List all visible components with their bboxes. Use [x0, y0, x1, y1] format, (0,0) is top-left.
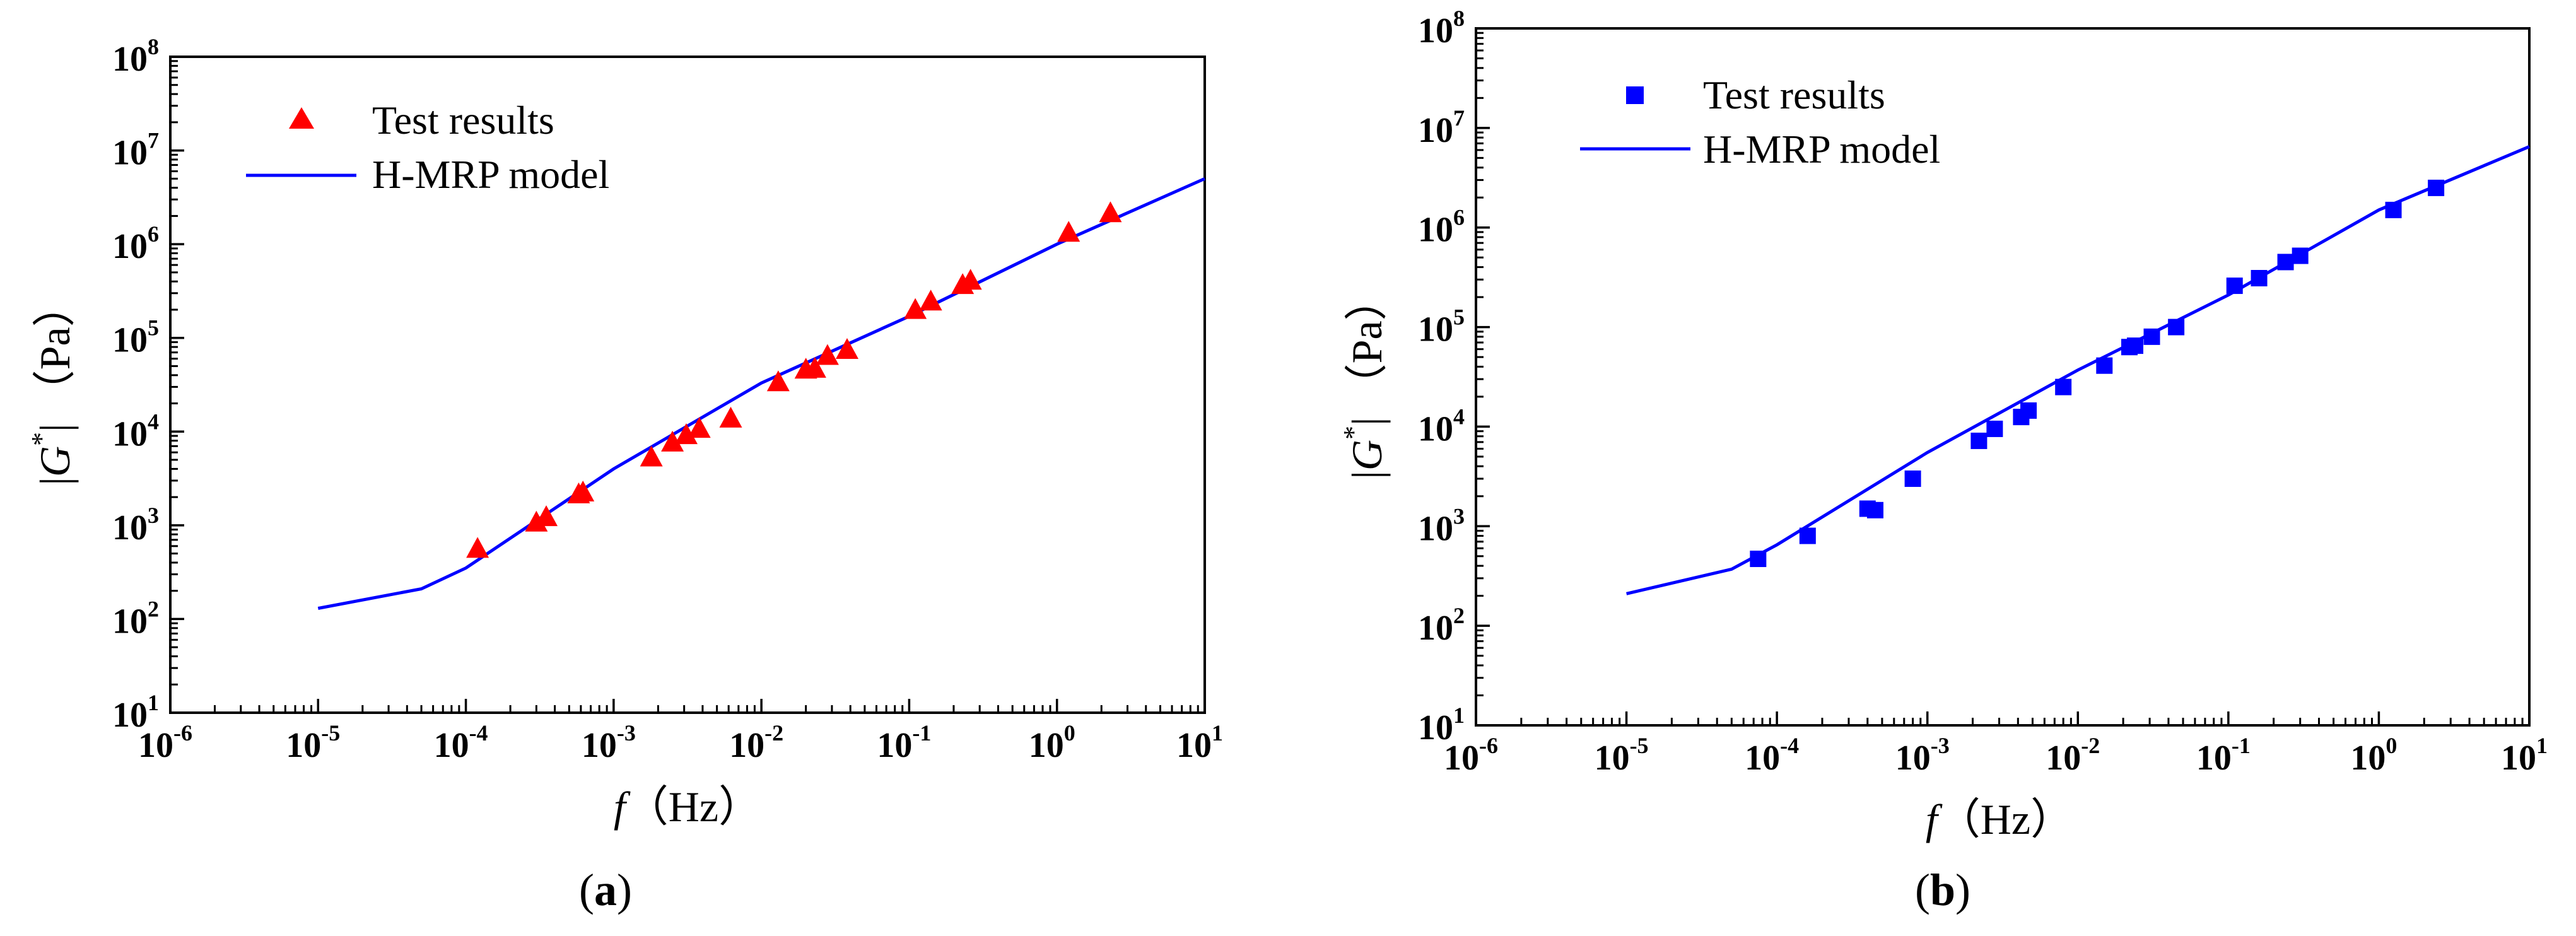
- x-tick-label: 10-6: [138, 720, 192, 765]
- test-point: [719, 406, 742, 428]
- test-points-b: [1750, 179, 2445, 568]
- test-point: [1099, 201, 1122, 223]
- test-point: [2226, 278, 2243, 295]
- x-tick-label: 10-1: [2196, 733, 2251, 778]
- test-point: [2020, 402, 2037, 419]
- test-point: [2292, 247, 2309, 264]
- x-tick-label: 101: [1176, 720, 1223, 765]
- x-tick-label: 10-4: [1745, 733, 1799, 778]
- model-line-a: [317, 177, 1206, 610]
- x-tick-label: 100: [2350, 733, 2397, 778]
- x-tick-label: 10-4: [434, 720, 488, 765]
- test-point: [1986, 420, 2003, 437]
- plot-frame-a: [169, 56, 1206, 714]
- legend-model-label: H-MRP model: [372, 152, 609, 197]
- legend-triangle-marker: [289, 107, 314, 129]
- y-tick-label: 108: [1418, 6, 1465, 50]
- x-tick-label: 10-5: [286, 720, 340, 765]
- y-tick-label: 104: [1418, 404, 1465, 448]
- svg-text:|G*| （Pa）: |G*| （Pa）: [1338, 278, 1391, 479]
- y-tick-label: 105: [1418, 305, 1465, 349]
- y-tick-label: 101: [1418, 703, 1465, 747]
- test-point: [803, 356, 826, 378]
- plot-frame-b: [1475, 27, 2531, 727]
- x-tick-label: 10-6: [1444, 733, 1498, 778]
- x-tick-label: 100: [1029, 720, 1075, 765]
- x-tick-label: 10-3: [582, 720, 636, 765]
- test-point: [816, 344, 839, 365]
- y-tick-label: 108: [112, 34, 159, 79]
- test-point: [1866, 501, 1883, 518]
- axis-ticks-a: 10-6 10-5 10-4 10-3 10-2 10-1 100 101 101 102 103 1…: [112, 34, 1223, 765]
- model-line: [317, 177, 1206, 610]
- y-tick-label: 104: [112, 409, 159, 453]
- y-axis-label-a: |G*| （Pa）: [26, 284, 79, 485]
- test-point: [674, 423, 698, 445]
- test-point: [835, 338, 858, 360]
- test-point: [2126, 337, 2143, 354]
- legend-test-results-label-b: Test results: [1703, 73, 1885, 117]
- test-point: [2096, 357, 2113, 374]
- y-tick-label: 102: [1418, 603, 1465, 648]
- test-point: [688, 417, 711, 438]
- x-tick-label: 10-5: [1595, 733, 1649, 778]
- panel-label-b: (b): [1915, 865, 1970, 915]
- legend-b: Test results H-MRP model: [1580, 73, 1940, 172]
- test-point: [2385, 201, 2402, 218]
- test-point: [640, 445, 663, 467]
- test-points-a: [466, 201, 1122, 558]
- test-point: [959, 269, 982, 290]
- x-axis-label-a: f（Hz）: [614, 783, 761, 831]
- panel-a: 10-6 10-5 10-4 10-3 10-2 10-1 100 101 101 102 103 1…: [26, 34, 1223, 915]
- test-point: [2055, 378, 2072, 395]
- x-tick-label: 10-3: [1895, 733, 1950, 778]
- legend-test-results-label: Test results: [372, 98, 554, 143]
- legend-model-label-b: H-MRP model: [1703, 127, 1940, 172]
- svg-text:|G*| （Pa）: |G*| （Pa）: [26, 284, 79, 485]
- test-point: [1904, 470, 1921, 487]
- x-tick-label: 101: [2501, 733, 2548, 778]
- test-point: [2251, 270, 2268, 287]
- legend-square-marker: [1626, 86, 1644, 104]
- x-axis-label-b: f（Hz）: [1926, 795, 2073, 843]
- test-point: [1970, 432, 1988, 449]
- y-tick-label: 103: [112, 503, 159, 547]
- y-tick-label: 103: [1418, 503, 1465, 548]
- y-tick-label: 107: [1418, 105, 1465, 150]
- y-tick-label: 105: [112, 315, 159, 360]
- x-tick-label: 10-2: [729, 720, 783, 765]
- test-point: [525, 510, 548, 532]
- model-line-b: [1626, 145, 2530, 595]
- test-point: [661, 430, 684, 452]
- test-point: [919, 290, 942, 311]
- y-tick-label: 102: [112, 596, 159, 641]
- y-tick-label: 106: [112, 221, 159, 266]
- test-point: [2428, 179, 2445, 196]
- x-tick-label: 10-1: [877, 720, 931, 765]
- panel-label-a: (a): [579, 865, 632, 915]
- test-point: [571, 480, 595, 501]
- panel-b: 10-6 10-5 10-4 10-3 10-2 10-1 100 101 101 102 103 1…: [1338, 6, 2548, 915]
- test-point: [904, 298, 927, 319]
- legend-a: Test results H-MRP model: [246, 98, 609, 197]
- test-point: [535, 505, 558, 527]
- test-point: [2143, 328, 2160, 345]
- test-point: [1799, 527, 1816, 544]
- y-tick-label: 107: [112, 128, 159, 173]
- x-tick-label: 10-2: [2046, 733, 2100, 778]
- axis-ticks-b: 10-6 10-5 10-4 10-3 10-2 10-1 100 101 101 102 103 1…: [1418, 6, 2548, 778]
- test-point: [766, 370, 790, 392]
- test-point: [466, 537, 489, 558]
- test-point: [2277, 254, 2294, 271]
- y-tick-label: 106: [1418, 205, 1465, 250]
- test-point: [1057, 221, 1080, 242]
- model-line: [1626, 145, 2530, 595]
- test-point: [1750, 551, 1767, 568]
- test-point: [2168, 319, 2185, 336]
- y-axis-label-b: |G*| （Pa）: [1338, 278, 1391, 479]
- y-tick-label: 101: [112, 690, 159, 735]
